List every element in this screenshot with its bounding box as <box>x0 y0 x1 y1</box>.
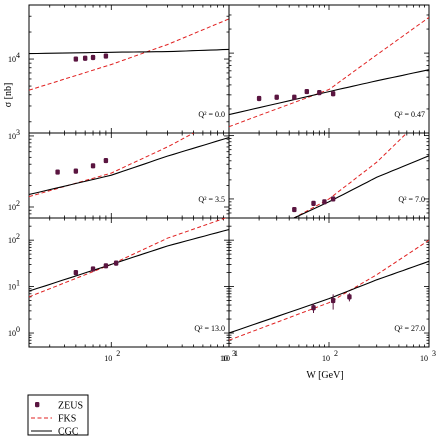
zeus-data-point <box>90 163 96 169</box>
q2-label: Q² = 0.47 <box>394 110 425 119</box>
x-tick-label-exponent: 3 <box>232 349 236 358</box>
zeus-data-point <box>330 297 336 304</box>
zeus-data-point <box>73 168 79 174</box>
y-tick-label: 10 <box>8 203 16 212</box>
zeus-data-point <box>90 266 96 272</box>
zeus-data-point <box>73 56 79 62</box>
q2-label: Q² = 13.0 <box>194 324 225 333</box>
x-tick-label: 10 <box>220 354 228 363</box>
zeus-data-point <box>274 94 279 100</box>
y-tick-label-exponent: 0 <box>16 325 20 334</box>
zeus-data-point <box>103 53 109 59</box>
q2-label: Q² = 27.0 <box>394 324 425 333</box>
zeus-data-point <box>304 88 310 95</box>
x-tick-label: 10 <box>420 354 428 363</box>
fks-curve <box>29 218 227 298</box>
y-tick-label: 10 <box>8 132 16 141</box>
zeus-data-point <box>55 169 60 175</box>
cgc-curve <box>229 69 429 116</box>
fks-curve <box>229 16 429 128</box>
zeus-data-point <box>330 196 336 202</box>
x-axis-label: W [GeV] <box>306 370 343 381</box>
legend-label: CGC <box>58 427 79 436</box>
q2-label: Q² = 7.0 <box>398 195 425 204</box>
panel-2: Q² = 0.47 <box>228 4 430 134</box>
cgc-curve <box>229 260 429 334</box>
zeus-data-point <box>292 206 297 213</box>
legend-box <box>27 394 89 436</box>
y-tick-label: 10 <box>8 236 16 245</box>
q2-label: Q² = 0.0 <box>198 110 225 119</box>
y-tick-label-exponent: 1 <box>16 279 20 288</box>
zeus-data-point <box>90 54 96 61</box>
y-tick-label-exponent: 3 <box>16 128 20 137</box>
x-tick-label: 10 <box>322 354 330 363</box>
x-tick-label-exponent: 3 <box>432 349 436 358</box>
fks-curve <box>29 133 194 198</box>
y-tick-label: 10 <box>8 55 16 64</box>
zeus-data-point <box>330 91 336 97</box>
x-tick-label-exponent: 2 <box>334 349 338 358</box>
zeus-data-point <box>103 263 109 269</box>
q2-label: Q² = 3.5 <box>198 195 225 204</box>
cgc-curve <box>29 48 229 55</box>
y-tick-label-exponent: 2 <box>16 199 20 208</box>
zeus-data-point <box>311 305 316 311</box>
legend-label: FKS <box>58 414 76 425</box>
y-tick-label-exponent: 4 <box>16 51 20 60</box>
zeus-data-point <box>73 270 79 276</box>
zeus-data-point <box>311 200 316 207</box>
zeus-data-point <box>347 294 352 300</box>
zeus-data-point <box>322 199 327 205</box>
zeus-data-point <box>317 90 322 96</box>
zeus-data-point <box>292 94 297 100</box>
x-tick-label-exponent: 1 <box>234 349 238 358</box>
zeus-data-point <box>256 95 262 102</box>
zeus-data-point <box>113 260 119 266</box>
y-tick-label: 10 <box>8 329 16 338</box>
x-tick-label-exponent: 2 <box>116 349 120 358</box>
fks-curve <box>29 18 229 91</box>
panel-6: Q² = 27.0 <box>228 217 430 348</box>
x-tick-label: 10 <box>104 354 112 363</box>
legend-marker-zeus <box>35 402 40 408</box>
legend-label: ZEUS <box>58 401 83 412</box>
legend: ZEUS FKS CGC <box>27 394 89 436</box>
zeus-data-point <box>82 55 88 61</box>
y-tick-label: 10 <box>8 283 16 292</box>
cgc-curve <box>29 228 229 292</box>
panel-frame <box>28 132 230 219</box>
panel-1: 10 4 Q² = 0.0 <box>8 4 230 134</box>
cgc-curve <box>29 136 229 196</box>
panel-frame <box>228 132 430 219</box>
y-tick-label-exponent: 2 <box>16 232 20 241</box>
panel-3: 10 210 3Q² = 3.5 <box>8 128 230 219</box>
zeus-data-point <box>103 157 109 164</box>
fks-curve <box>293 133 408 218</box>
fks-curve <box>229 239 429 341</box>
x-tick-label: 10 <box>222 354 230 363</box>
y-axis-label: σ [nb] <box>3 83 14 108</box>
